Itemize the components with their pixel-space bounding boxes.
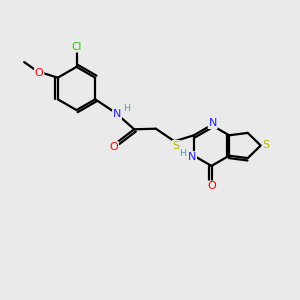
Text: S: S [172, 141, 180, 151]
Text: N: N [113, 109, 121, 119]
Text: O: O [110, 142, 118, 152]
Text: O: O [207, 181, 216, 191]
Text: N: N [188, 152, 196, 162]
Text: Cl: Cl [71, 42, 82, 52]
Text: H: H [179, 149, 187, 158]
Text: O: O [35, 68, 44, 78]
Text: S: S [262, 140, 270, 151]
Text: H: H [124, 104, 130, 113]
Text: N: N [208, 118, 217, 128]
